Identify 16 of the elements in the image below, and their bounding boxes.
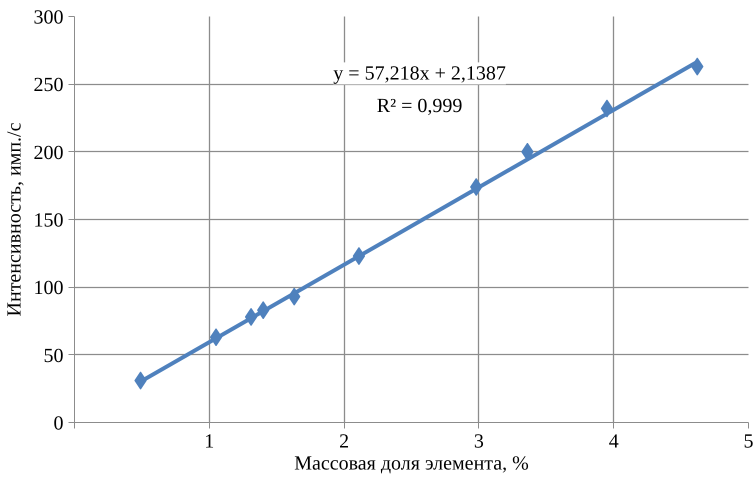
y-tick-label: 250 bbox=[34, 74, 64, 96]
y-tick-label: 0 bbox=[54, 412, 64, 434]
x-tick-label: 3 bbox=[474, 430, 484, 452]
y-tick-label: 100 bbox=[34, 277, 64, 300]
y-tick-label: 150 bbox=[34, 210, 64, 232]
x-tick-label: 2 bbox=[339, 430, 350, 452]
y-axis-title: Интенсивность, имп./с bbox=[4, 122, 26, 316]
annotation: y = 57,218x + 2,1387 bbox=[333, 62, 506, 84]
y-tick-label: 200 bbox=[34, 142, 64, 164]
x-tick-label: 1 bbox=[204, 430, 214, 452]
x-tick-label: 4 bbox=[608, 430, 619, 452]
x-axis-title: Массовая доля элемента, % bbox=[294, 452, 529, 474]
y-tick-label: 50 bbox=[44, 344, 64, 367]
annotation: R² = 0,999 bbox=[376, 94, 462, 117]
x-tick-label: 5 bbox=[744, 430, 754, 452]
y-tick-label: 300 bbox=[34, 6, 64, 28]
